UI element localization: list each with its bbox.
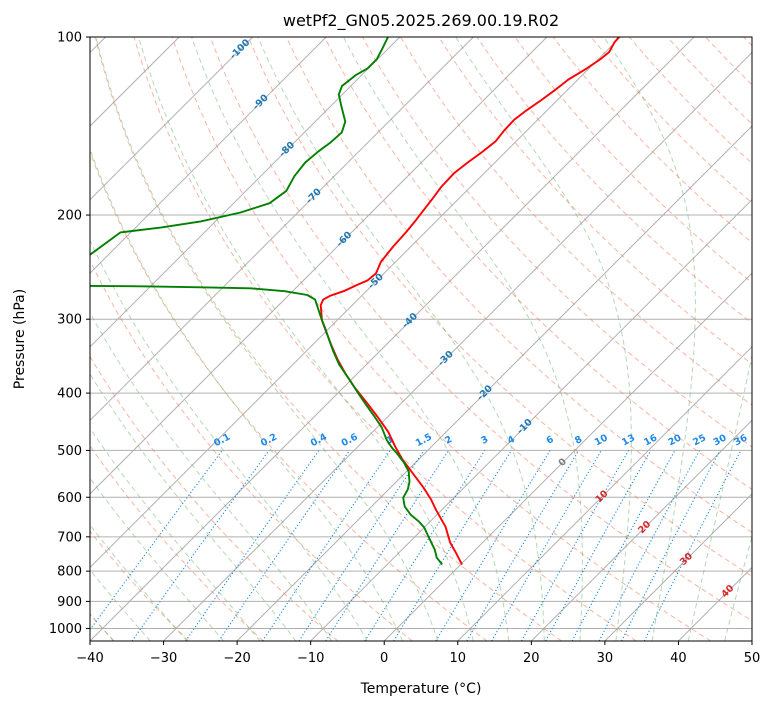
moist-adiabat-line	[191, 37, 510, 641]
mixing-ratio-lines	[90, 450, 742, 641]
plot-area: -100-90-80-70-60-50-40-30-20-10010203040…	[90, 37, 752, 641]
moist-adiabat-line	[138, 37, 474, 641]
moist-adiabat-line	[90, 239, 368, 641]
x-tick-label: 30	[597, 651, 614, 666]
x-tick-label: −30	[150, 651, 177, 666]
mixing-ratio-line	[521, 450, 630, 641]
x-tick-label: 10	[450, 651, 467, 666]
pressure-gridlines	[90, 37, 752, 629]
isotherm-line	[163, 51, 752, 641]
mixing-ratio-label: 3	[479, 434, 490, 447]
dry-adiabat-line	[171, 37, 712, 641]
dry-adiabats	[90, 37, 752, 641]
x-tick-label: 20	[523, 651, 540, 666]
mixing-ratio-label: 25	[691, 432, 708, 448]
y-tick-label: 600	[57, 491, 82, 506]
mixing-ratio-label: 2	[443, 434, 454, 447]
x-tick-label: 50	[744, 651, 761, 666]
x-tick-label: −40	[76, 651, 103, 666]
moist-adiabat-line	[90, 477, 224, 641]
dry-adiabat-line	[285, 37, 752, 534]
dry-adiabat-line	[90, 355, 339, 641]
y-tick-label: 800	[57, 565, 82, 580]
y-tick-label: 400	[57, 387, 82, 402]
dry-adiabat-line	[90, 150, 488, 641]
isotherm-line	[90, 37, 254, 201]
moist-adiabat-line	[94, 37, 439, 641]
y-tick-label: 500	[57, 444, 82, 459]
dry-adiabat-line	[90, 259, 413, 641]
axes: −40 −30 −20 −10 0 10 20 30 40 50 100 200 300 400 500 60…	[49, 31, 760, 667]
dry-adiabat-line	[133, 37, 637, 641]
y-axis-label: Pressure (hPa)	[12, 289, 28, 389]
isotherms	[90, 37, 752, 641]
moist-adiabat-line	[90, 311, 333, 641]
moist-adiabat-line	[90, 147, 404, 641]
isotherm-line	[90, 37, 548, 495]
y-tick-label: 200	[57, 209, 82, 224]
dry-adiabat-line	[247, 37, 752, 577]
moist-adiabats	[90, 37, 752, 641]
mixing-ratio-line	[466, 450, 580, 641]
dry-adiabat-line	[90, 444, 264, 641]
mixing-ratio-label: 6	[545, 434, 556, 447]
moist-adiabat-line	[342, 37, 583, 641]
mixing-ratio-line	[571, 450, 676, 641]
y-tick-label: 300	[57, 313, 82, 328]
x-tick-label: −20	[223, 651, 250, 666]
y-tick-label: 100	[57, 31, 82, 46]
isotherm-line	[90, 37, 474, 422]
mixing-ratio-line	[325, 450, 450, 641]
moist-adiabat-line	[90, 372, 297, 641]
mixing-ratio-line	[298, 450, 425, 641]
x-tick-label: 40	[670, 651, 687, 666]
isotherm-line	[90, 37, 401, 348]
isotherm-line	[90, 37, 327, 274]
isotherm-line	[383, 272, 752, 641]
mixing-ratio-line	[218, 450, 351, 641]
x-axis-label: Temperature (°C)	[360, 681, 482, 697]
isotherm-line	[604, 493, 752, 641]
isotherm-line	[90, 37, 621, 569]
dry-adiabat-line	[400, 37, 752, 406]
plot-frame	[89, 36, 753, 642]
isotherm-line	[90, 37, 695, 641]
y-tick-label: 900	[57, 595, 82, 610]
isotherm-line	[457, 346, 752, 641]
isotherm-line	[310, 198, 752, 641]
y-tick-label: 1000	[49, 622, 82, 637]
mixing-ratio-label: 13	[620, 432, 637, 448]
mixing-ratio-line	[131, 450, 270, 641]
moist-adiabat-line	[724, 534, 752, 641]
chart-title: wetPf2_GN05.2025.269.00.19.R02	[283, 11, 559, 31]
mixing-ratio-line	[364, 450, 486, 641]
moist-adiabat-line	[455, 37, 632, 641]
mixing-ratio-line	[262, 450, 391, 641]
moist-adiabat-line	[90, 569, 151, 641]
dry-adiabat-line	[476, 37, 752, 324]
moist-adiabat-line	[90, 524, 188, 641]
mixing-ratio-label: 8	[573, 434, 584, 447]
mixing-ratio-line	[393, 450, 512, 641]
moist-adiabat-line	[257, 37, 545, 641]
moist-adiabat-line	[603, 37, 696, 641]
isotherm-line	[236, 125, 752, 641]
moist-adiabat-line	[687, 352, 752, 641]
mixing-ratio-label: 1	[385, 434, 396, 447]
dry-adiabat-line	[95, 37, 562, 641]
y-tick-label: 700	[57, 530, 82, 545]
mixing-ratio-line	[545, 450, 652, 641]
dry-adiabat-line	[209, 37, 752, 622]
dry-adiabat-line	[362, 37, 752, 448]
x-tick-label: −10	[297, 651, 324, 666]
dewpoint-profile-line	[90, 37, 443, 566]
x-tick-label: 0	[380, 651, 388, 666]
moist-adiabat-line	[90, 427, 261, 641]
mixing-ratio-label: 4	[506, 434, 517, 447]
isotherm-line	[530, 419, 752, 641]
